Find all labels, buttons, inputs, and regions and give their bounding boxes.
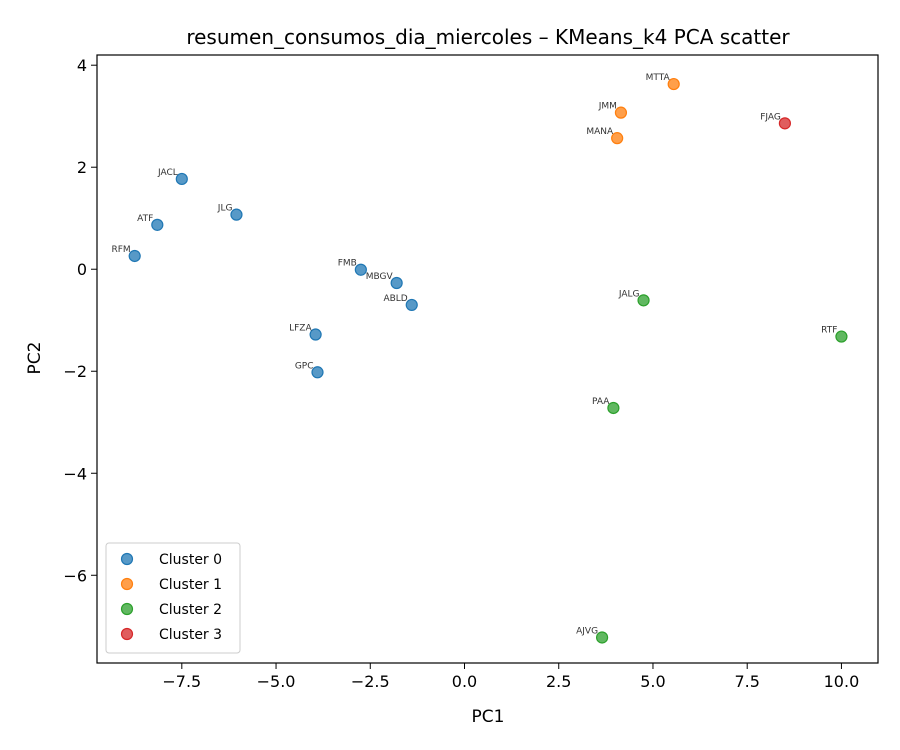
y-tick-label: −2 — [63, 362, 87, 381]
y-tick-label: 2 — [77, 158, 87, 177]
scatter-point — [311, 366, 324, 379]
y-tick-label: 4 — [77, 56, 87, 75]
scatter-point — [611, 132, 624, 145]
x-tick-label: 2.5 — [546, 672, 571, 691]
x-tick-label: 5.0 — [640, 672, 665, 691]
point-label: ABLD — [383, 294, 407, 304]
legend-marker — [120, 602, 134, 616]
x-tick-label: 10.0 — [824, 672, 860, 691]
scatter-point — [128, 249, 141, 263]
point-label: RTF — [821, 326, 837, 336]
y-tick-label: −6 — [63, 566, 87, 585]
scatter-point — [614, 106, 628, 119]
legend-entry: Cluster 1 — [159, 577, 222, 593]
point-label: ATF — [137, 214, 153, 224]
axis-ticks: −7.5 −5.0 −2.5 0.0 2.5 5.0 7.5 10.0 4 2 0 −2 −4 −6 — [63, 56, 859, 691]
chart-title: resumen_consumos_dia_miercoles – KMeans_… — [186, 25, 790, 49]
legend-entry: Cluster 2 — [159, 602, 222, 618]
point-label: JLG — [217, 204, 233, 214]
scatter-point — [230, 208, 243, 221]
point-label: LFZA — [289, 324, 312, 334]
point-label: JMM — [598, 102, 617, 112]
scatter-point — [667, 77, 680, 91]
legend-entry: Cluster 0 — [159, 552, 222, 568]
y-axis-label: PC2 — [25, 342, 45, 375]
legend-marker — [120, 627, 134, 641]
scatter-points — [128, 77, 848, 644]
legend: Cluster 0 Cluster 1 Cluster 2 Cluster 3 — [105, 542, 241, 654]
point-label: MANA — [586, 127, 614, 137]
scatter-point — [151, 218, 164, 231]
point-label: FMB — [338, 259, 357, 269]
scatter-point — [309, 328, 322, 341]
y-tick-label: 0 — [77, 260, 87, 279]
x-tick-label: −5.0 — [257, 672, 296, 691]
scatter-point — [405, 298, 418, 312]
point-label: RFM — [111, 245, 130, 255]
point-label: MBGV — [366, 272, 394, 282]
scatter-point — [175, 172, 188, 186]
point-label: JALG — [618, 289, 640, 299]
scatter-point — [637, 294, 650, 307]
legend-entry: Cluster 3 — [159, 627, 222, 643]
legend-marker — [120, 577, 134, 591]
x-tick-label: −7.5 — [162, 672, 201, 691]
x-tick-label: 7.5 — [734, 672, 759, 691]
point-labels: JACL ATF RFM JLG FMB MBGV ABLD LFZA GPC MTTA JMM MA… — [111, 73, 837, 636]
point-label: JACL — [157, 168, 178, 178]
point-label: FJAG — [760, 112, 781, 122]
point-label: GPC — [295, 361, 314, 371]
legend-marker — [120, 552, 134, 566]
scatter-point — [390, 276, 403, 290]
y-tick-label: −4 — [63, 464, 87, 483]
scatter-point — [835, 330, 848, 343]
scatter-point — [354, 263, 367, 276]
scatter-point — [595, 631, 609, 644]
point-label: PAA — [592, 397, 610, 407]
x-tick-label: 0.0 — [452, 672, 477, 691]
x-axis-label: PC1 — [472, 707, 505, 727]
plot-frame — [96, 54, 879, 664]
scatter-point — [778, 117, 791, 130]
legend-box — [105, 542, 241, 654]
point-label: MTTA — [646, 73, 671, 83]
x-tick-label: −2.5 — [351, 672, 390, 691]
point-label: AJVG — [576, 626, 598, 636]
scatter-point — [607, 401, 620, 415]
